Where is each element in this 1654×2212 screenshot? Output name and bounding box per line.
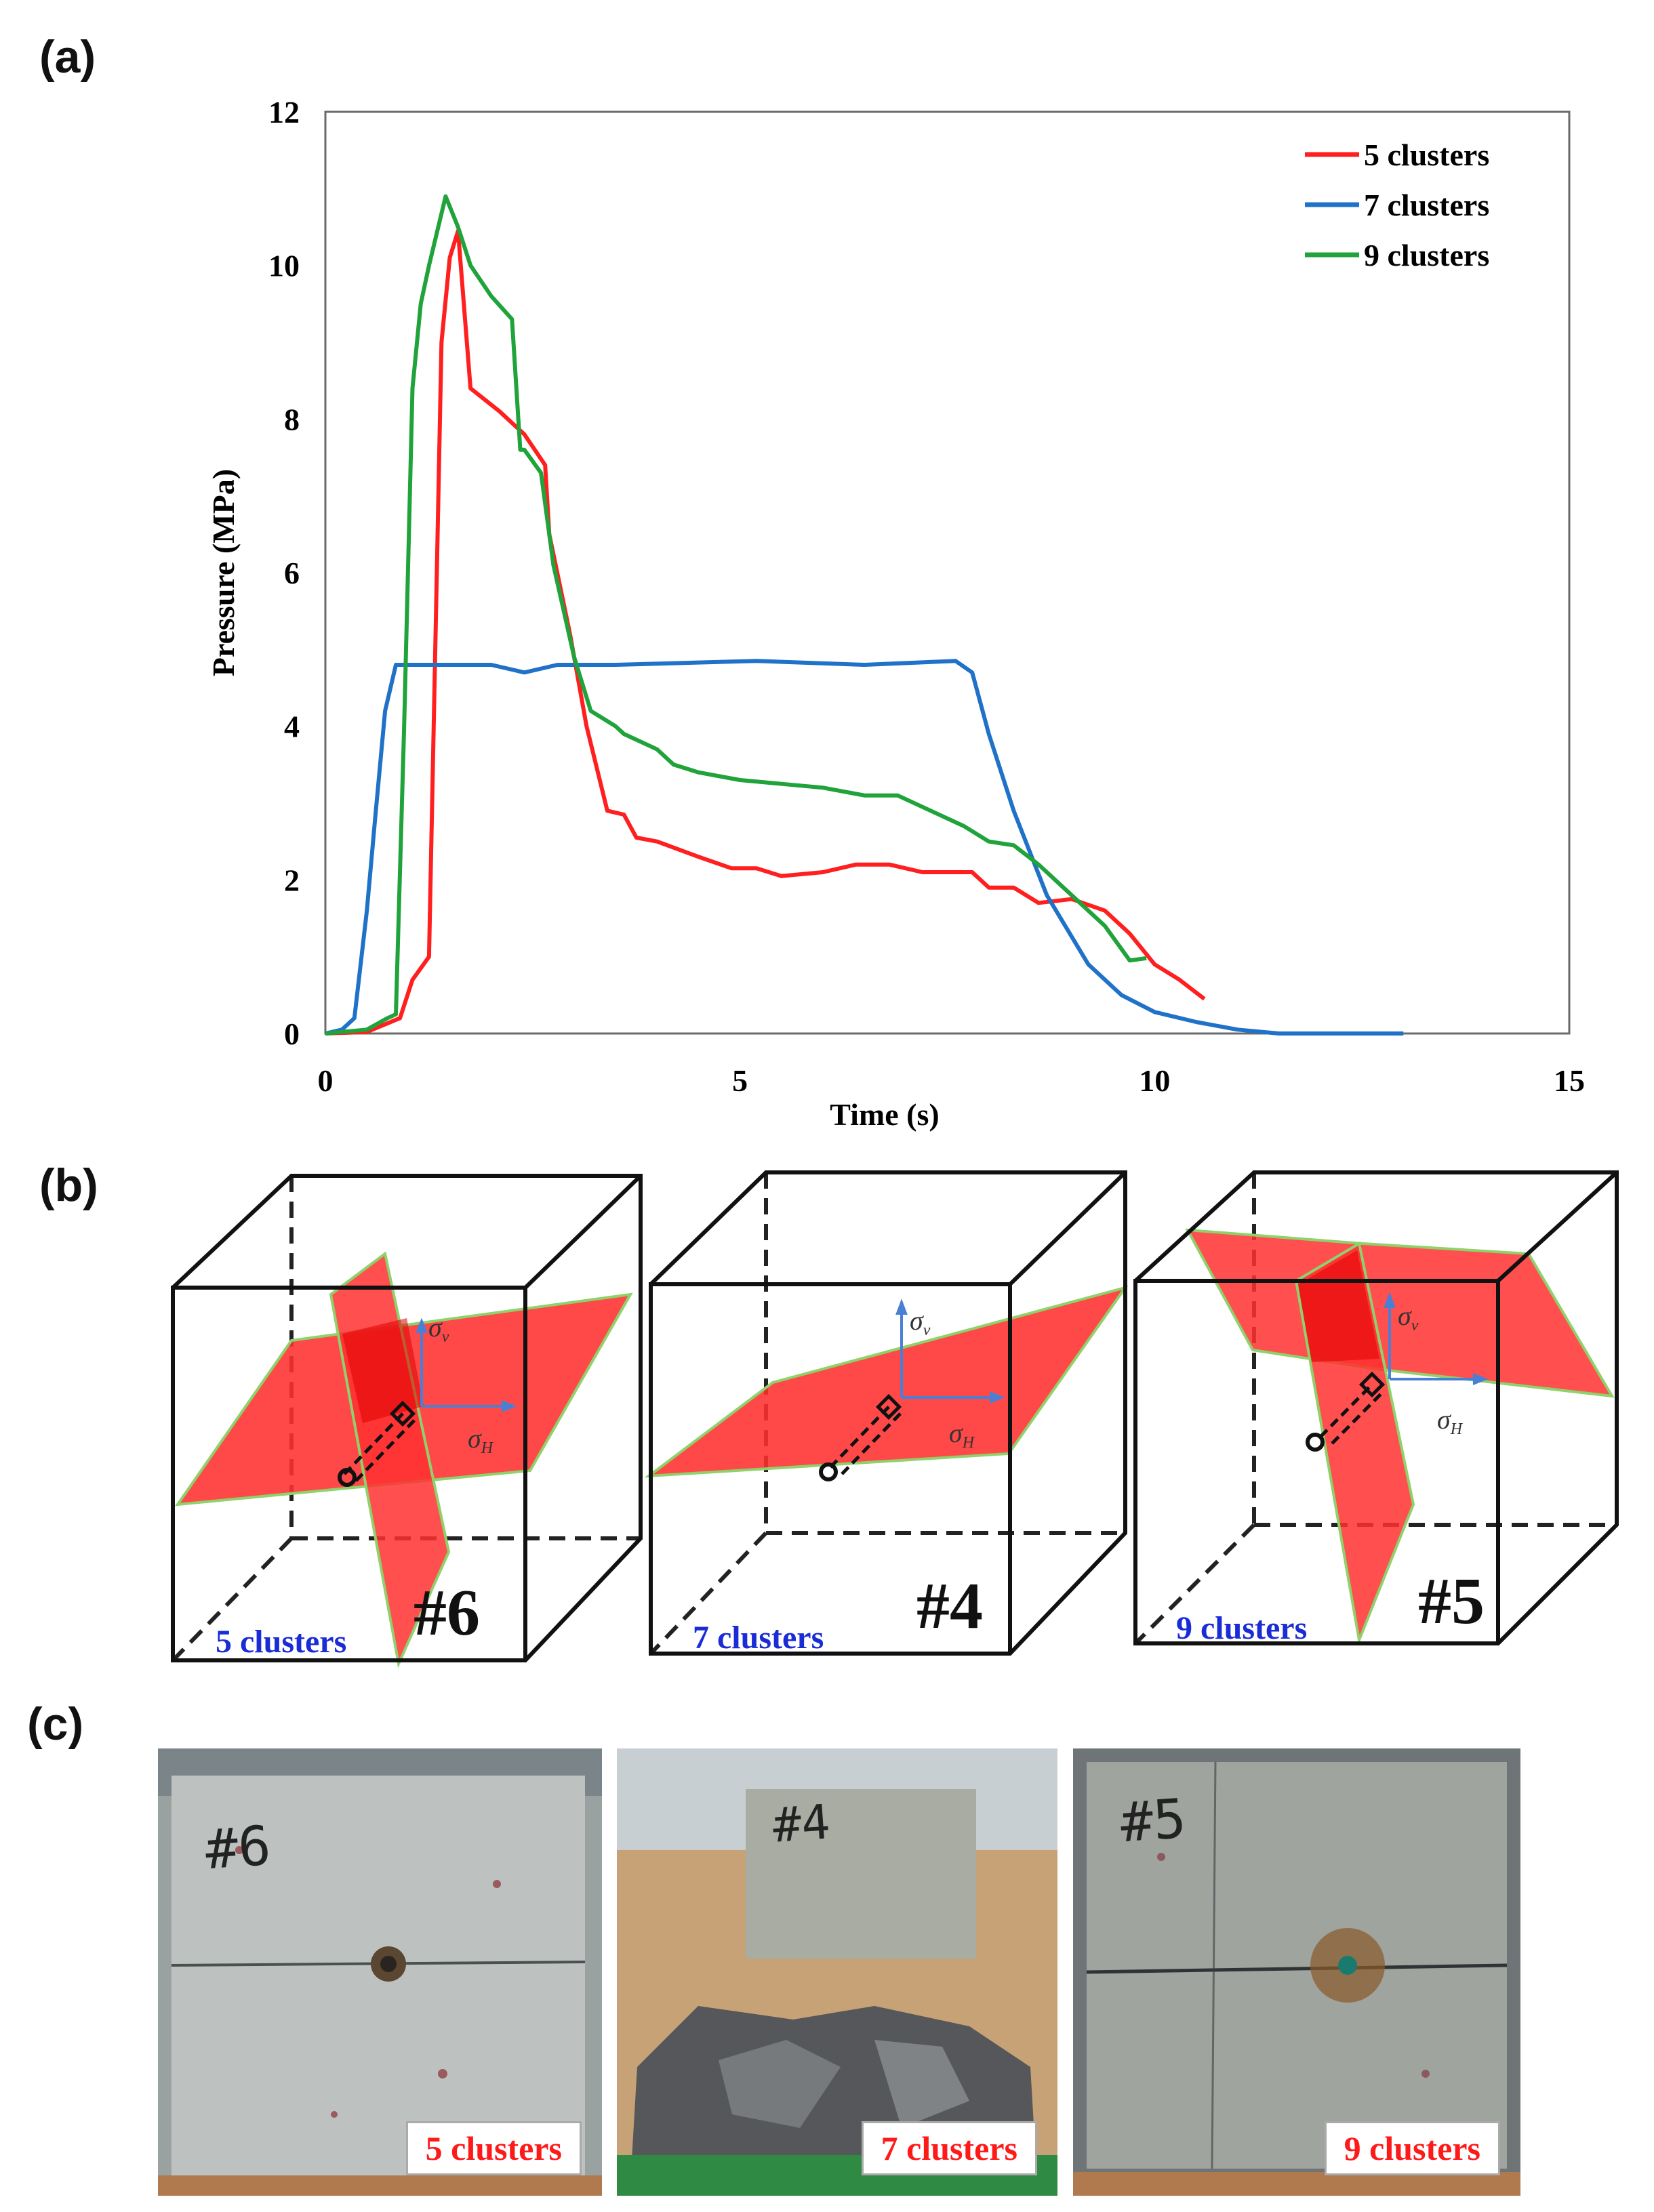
legend: 5 clusters 7 clusters 9 clusters <box>1305 138 1489 272</box>
fracture-intersection <box>1298 1250 1379 1362</box>
diagram-caption: 9 clusters <box>1176 1610 1307 1646</box>
x-tick-label: 0 <box>318 1063 334 1098</box>
y-tick-label: 0 <box>284 1017 300 1051</box>
diagram-7-clusters: σv σH #4 7 clusters <box>644 1170 1129 1656</box>
fracture-plane <box>644 1285 1129 1478</box>
legend-label-9-clusters: 9 clusters <box>1364 238 1489 272</box>
diagram-9-clusters: σv σH #5 9 clusters <box>1133 1170 1619 1646</box>
handwritten-sample-id: #5 <box>1118 1786 1188 1855</box>
photo-label: 5 clusters <box>405 2121 582 2175</box>
photo-5-clusters: #6 5 clusters <box>158 1748 602 2196</box>
sigma-h-label: σH <box>1437 1404 1464 1438</box>
pressure-time-chart: 0 2 4 6 8 10 12 0 5 10 15 Pressure (MPa) Time (s)… <box>206 95 1585 1132</box>
panel-label-c: (c) <box>27 1698 84 1750</box>
legend-label-5-clusters: 5 clusters <box>1364 138 1489 172</box>
photo-label: 9 clusters <box>1324 2121 1500 2175</box>
wellbore <box>819 1393 902 1481</box>
handwritten-sample-id: #4 <box>771 1794 832 1853</box>
plot-area <box>324 110 1571 1035</box>
sigma-h-label: σH <box>949 1418 975 1452</box>
stress-axes <box>416 1317 517 1412</box>
sigma-v-label: σv <box>910 1305 931 1339</box>
sample-photo-image <box>158 1748 602 2196</box>
series-line-7-clusters <box>325 659 1404 1036</box>
sigma-h-label: σH <box>468 1423 494 1457</box>
panel-label-a: (a) <box>39 31 96 83</box>
x-tick-label: 10 <box>1139 1063 1170 1098</box>
diagram-id: #4 <box>916 1570 983 1643</box>
diagram-caption: 5 clusters <box>216 1624 346 1660</box>
photo-7-clusters: #4 7 clusters <box>617 1748 1057 2196</box>
photo-9-clusters: #5 9 clusters <box>1073 1748 1520 2196</box>
photo-label: 7 clusters <box>861 2121 1037 2175</box>
y-tick-label: 8 <box>284 402 300 436</box>
y-tick-label: 12 <box>268 95 300 129</box>
y-tick-label: 6 <box>284 556 300 590</box>
series-line-5-clusters <box>325 228 1206 1036</box>
sigma-v-label: σv <box>1398 1300 1419 1334</box>
panel-label-b: (b) <box>39 1160 98 1211</box>
y-tick-label: 4 <box>284 710 300 744</box>
x-tick-label: 15 <box>1554 1063 1585 1098</box>
y-tick-label: 10 <box>268 249 300 283</box>
wellbore <box>338 1400 416 1487</box>
diagram-id: #5 <box>1418 1565 1485 1638</box>
fracture-diagrams: σv σH #6 5 clusters σv σH #4 <box>171 1170 1619 1668</box>
legend-label-7-clusters: 7 clusters <box>1364 188 1489 222</box>
diagram-id: #6 <box>414 1576 480 1650</box>
series-line-9-clusters <box>325 194 1147 1036</box>
x-tick-label: 5 <box>732 1063 748 1098</box>
sigma-v-label: σv <box>428 1312 449 1346</box>
diagram-caption: 7 clusters <box>693 1620 824 1656</box>
stress-axes <box>895 1298 1005 1404</box>
handwritten-sample-id: #6 <box>203 1814 273 1882</box>
wellbore <box>1306 1371 1386 1452</box>
x-axis-label: Time (s) <box>830 1097 939 1132</box>
y-tick-label: 2 <box>284 863 300 897</box>
fracture-intersection <box>342 1318 424 1423</box>
stress-axes <box>1384 1292 1489 1385</box>
y-axis-label: Pressure (MPa) <box>206 469 241 676</box>
diagram-5-clusters: σv σH #6 5 clusters <box>171 1174 643 1668</box>
